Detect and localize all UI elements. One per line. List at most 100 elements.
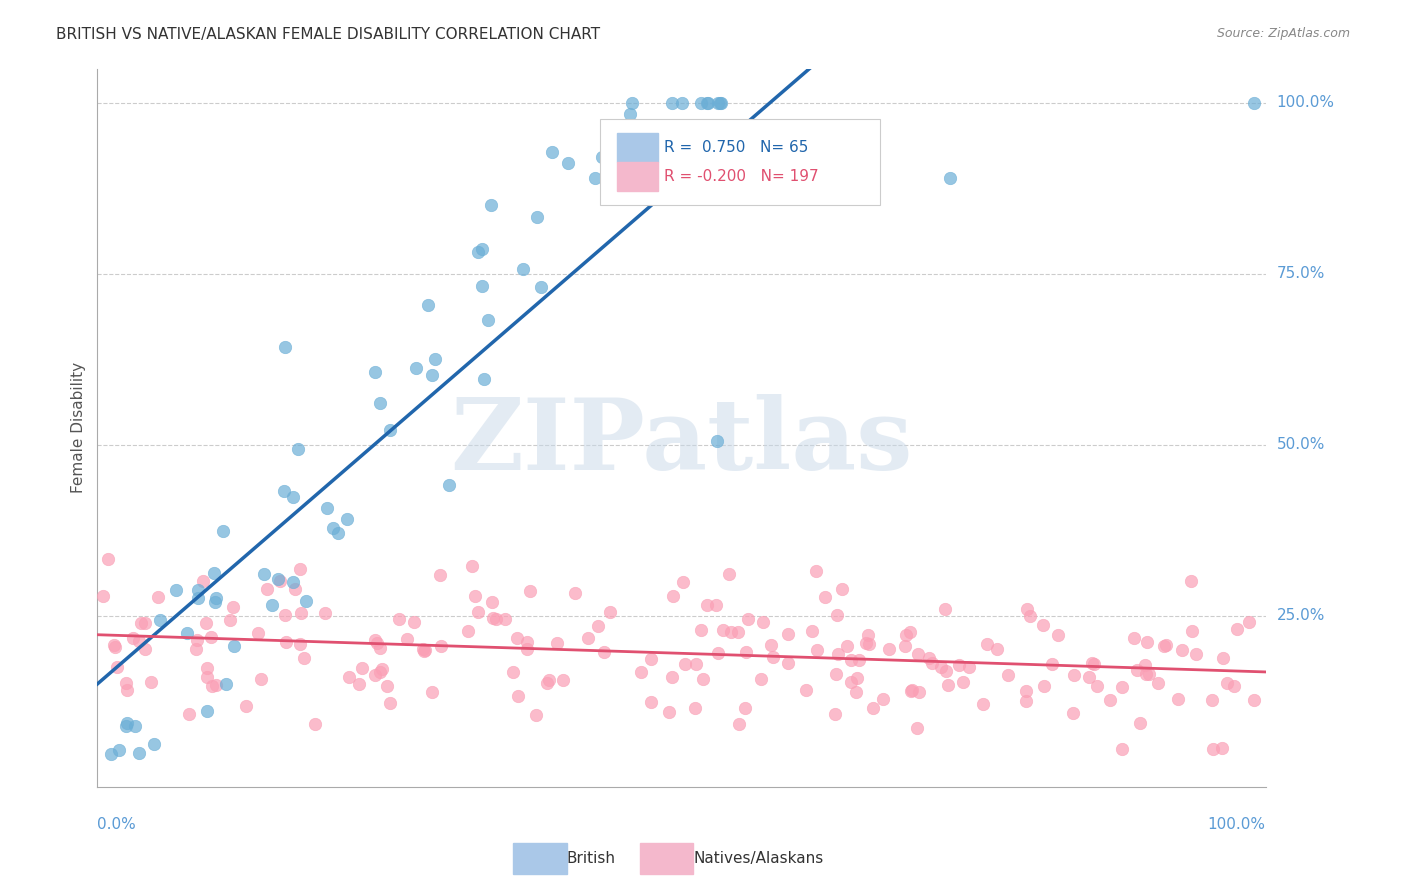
FancyBboxPatch shape: [617, 133, 658, 162]
Text: R =  0.750   N= 65: R = 0.750 N= 65: [664, 140, 808, 155]
Point: [97, 552, 120, 566]
Point: [494, 612, 516, 626]
Point: [274, 341, 297, 355]
Point: [737, 611, 759, 625]
Point: [1015, 684, 1038, 698]
Point: [640, 695, 662, 709]
Point: [939, 171, 962, 186]
Point: [893, 639, 915, 653]
Point: [1078, 670, 1101, 684]
Point: [1135, 666, 1157, 681]
Point: [1243, 693, 1265, 707]
Point: [831, 582, 853, 596]
Point: [530, 280, 553, 294]
Point: [1047, 628, 1070, 642]
Point: [485, 612, 508, 626]
Point: [711, 623, 734, 637]
Point: [1154, 639, 1177, 653]
Point: [1185, 647, 1208, 661]
Point: [115, 682, 138, 697]
Point: [872, 691, 894, 706]
Point: [661, 590, 683, 604]
Point: [672, 575, 695, 590]
Point: [837, 639, 859, 653]
Text: 25.0%: 25.0%: [1277, 608, 1324, 624]
Point: [191, 574, 214, 589]
Point: [378, 697, 401, 711]
Point: [806, 642, 828, 657]
Point: [564, 586, 586, 600]
Point: [845, 671, 868, 685]
Point: [205, 678, 228, 692]
Point: [709, 95, 731, 110]
Point: [429, 568, 451, 582]
Point: [143, 737, 166, 751]
Point: [269, 574, 291, 589]
Point: [176, 626, 198, 640]
Point: [122, 631, 145, 645]
Point: [643, 119, 665, 133]
Point: [470, 279, 492, 293]
Point: [1237, 615, 1260, 629]
Point: [986, 642, 1008, 657]
Point: [825, 607, 848, 622]
Point: [295, 594, 318, 608]
Point: [935, 664, 957, 678]
Point: [292, 651, 315, 665]
Point: [402, 615, 425, 629]
Point: [696, 95, 718, 110]
Point: [848, 652, 870, 666]
Text: 50.0%: 50.0%: [1277, 437, 1324, 452]
Point: [877, 641, 900, 656]
Point: [368, 640, 391, 655]
Point: [679, 153, 702, 168]
Point: [1080, 657, 1102, 671]
Point: [972, 697, 994, 711]
Point: [1181, 624, 1204, 638]
Point: [128, 746, 150, 760]
Point: [204, 595, 226, 609]
Point: [707, 95, 730, 110]
Point: [380, 423, 402, 437]
Point: [368, 395, 391, 409]
Point: [1085, 679, 1108, 693]
Point: [908, 685, 931, 699]
Point: [177, 706, 200, 721]
Point: [704, 598, 727, 612]
Point: [959, 660, 981, 674]
Point: [1111, 680, 1133, 694]
Point: [735, 645, 758, 659]
Point: [423, 351, 446, 366]
Point: [200, 631, 222, 645]
Point: [253, 567, 276, 582]
Point: [1122, 631, 1144, 645]
Point: [839, 675, 862, 690]
Point: [557, 155, 579, 169]
Point: [134, 642, 156, 657]
Point: [619, 107, 641, 121]
Point: [129, 615, 152, 630]
Point: [472, 372, 495, 386]
Point: [103, 638, 125, 652]
Point: [538, 673, 561, 687]
Point: [936, 678, 959, 692]
Point: [858, 628, 880, 642]
Text: R = -0.200   N= 197: R = -0.200 N= 197: [664, 169, 818, 184]
Text: BRITISH VS NATIVE/ALASKAN FEMALE DISABILITY CORRELATION CHART: BRITISH VS NATIVE/ALASKAN FEMALE DISABIL…: [56, 27, 600, 42]
Point: [186, 632, 208, 647]
Point: [997, 667, 1019, 681]
Point: [115, 719, 138, 733]
Point: [551, 673, 574, 688]
Point: [900, 683, 922, 698]
Point: [375, 679, 398, 693]
Point: [761, 638, 783, 652]
Point: [1099, 693, 1122, 707]
Point: [508, 689, 530, 703]
Point: [430, 639, 453, 653]
Point: [412, 642, 434, 657]
Point: [322, 521, 344, 535]
Point: [195, 661, 218, 675]
Point: [692, 673, 714, 687]
Point: [114, 675, 136, 690]
Point: [219, 613, 242, 627]
